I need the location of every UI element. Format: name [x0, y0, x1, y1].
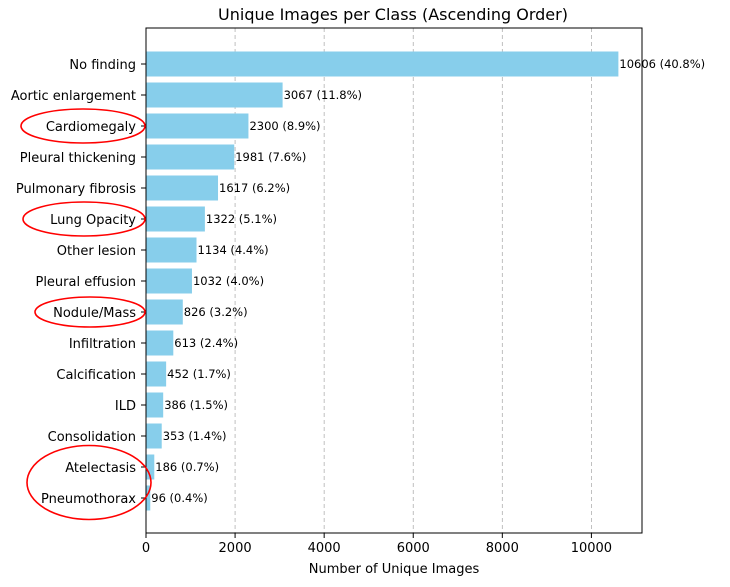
y-tick-label: Atelectasis — [65, 461, 136, 476]
annotation-circle — [20, 108, 146, 144]
x-tick-label: 0 — [142, 541, 150, 556]
data-label: 96 (0.4%) — [151, 491, 207, 505]
x-tick-label: 10000 — [571, 541, 612, 556]
y-tick-label: ILD — [115, 399, 136, 414]
y-tick-label: Infiltration — [69, 337, 136, 352]
bar — [146, 51, 619, 77]
bars-group — [146, 51, 619, 511]
x-axis-label: Number of Unique Images — [309, 562, 480, 577]
data-labels-group: 10606 (40.8%) 3067 (11.8%) 2300 (8.9%) 1981… — [151, 57, 705, 505]
y-tick-label: No finding — [69, 58, 136, 73]
y-tick-label: Calcification — [56, 368, 136, 383]
data-label: 1617 (6.2%) — [219, 181, 290, 195]
data-label: 1032 (4.0%) — [193, 274, 264, 288]
data-label: 826 (3.2%) — [184, 305, 248, 319]
bar — [146, 485, 151, 511]
bar — [146, 330, 174, 356]
bar — [146, 268, 192, 294]
y-tick-label: Aortic enlargement — [11, 89, 136, 104]
bar — [146, 82, 283, 108]
y-tick-label: Pulmonary fibrosis — [16, 182, 136, 197]
y-tick-label: Pneumothorax — [41, 492, 136, 507]
bar — [146, 113, 249, 139]
data-label: 186 (0.7%) — [155, 460, 219, 474]
x-tick-label: 4000 — [308, 541, 341, 556]
bar — [146, 237, 197, 263]
chart-title: Unique Images per Class (Ascending Order… — [218, 5, 568, 24]
data-label: 613 (2.4%) — [174, 336, 238, 350]
bar — [146, 423, 162, 449]
bar — [146, 392, 164, 418]
y-tick-label: Pleural effusion — [35, 275, 136, 290]
data-label: 452 (1.7%) — [167, 367, 231, 381]
bar — [146, 206, 205, 232]
x-tick-label: 8000 — [486, 541, 519, 556]
annotation-circle — [22, 201, 146, 237]
bar — [146, 175, 219, 201]
bar — [146, 144, 235, 170]
bar — [146, 454, 155, 480]
x-gridlines — [234, 28, 592, 533]
data-label: 3067 (11.8%) — [284, 88, 362, 102]
bar — [146, 361, 167, 387]
data-label: 10606 (40.8%) — [619, 57, 705, 71]
data-label: 1981 (7.6%) — [235, 150, 306, 164]
annotation-circles — [20, 108, 152, 521]
data-label: 1134 (4.4%) — [198, 243, 269, 257]
plot-frame — [145, 27, 643, 534]
data-label: 386 (1.5%) — [164, 398, 228, 412]
annotation-circle — [34, 296, 146, 328]
y-tick-labels-group: No finding Aortic enlargement Cardiomegaly… — [11, 58, 146, 507]
data-label: 2300 (8.9%) — [249, 119, 320, 133]
y-tick-label: Pleural thickening — [20, 151, 136, 166]
x-tick-label: 6000 — [397, 541, 430, 556]
x-tick-label: 2000 — [219, 541, 252, 556]
y-tick-label: Lung Opacity — [50, 213, 136, 228]
y-tick-label: Cardiomegaly — [46, 120, 136, 135]
data-label: 353 (1.4%) — [163, 429, 227, 443]
y-tick-label: Nodule/Mass — [53, 306, 136, 321]
data-label: 1322 (5.1%) — [206, 212, 277, 226]
annotation-circle — [26, 444, 152, 521]
y-tick-label: Other lesion — [57, 244, 136, 259]
bar — [146, 299, 183, 325]
x-tick-labels-group: 0 2000 4000 6000 8000 10000 — [142, 533, 612, 556]
y-tick-label: Consolidation — [48, 430, 136, 445]
